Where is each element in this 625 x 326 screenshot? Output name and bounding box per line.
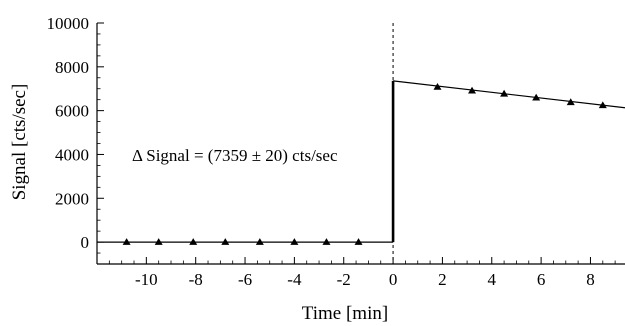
data-point <box>433 82 442 90</box>
x-tick-label: -6 <box>238 270 252 289</box>
axes <box>96 23 625 265</box>
delta-signal-annotation: Δ Signal = (7359 ± 20) cts/sec <box>132 146 338 165</box>
x-tick-label: 6 <box>537 270 546 289</box>
y-tick-label: 6000 <box>55 102 89 121</box>
data-point <box>122 238 131 245</box>
data-points <box>122 82 607 245</box>
data-point <box>598 101 607 109</box>
y-tick-label: 4000 <box>55 145 89 164</box>
x-tick-label: 0 <box>389 270 398 289</box>
ticks: -10 -8 -6 -4 -2 0 2 4 6 8 0 2000 4000 6000 8000 10000 <box>47 14 616 289</box>
x-tick-label: -8 <box>189 270 203 289</box>
data-point <box>500 89 509 97</box>
fit-line <box>393 80 625 109</box>
data-point <box>566 98 575 106</box>
x-tick-label: 2 <box>438 270 447 289</box>
y-tick-label: 2000 <box>55 189 89 208</box>
x-tick-label: 4 <box>488 270 497 289</box>
data-point <box>154 238 163 245</box>
y-axis-title: Signal [cts/sec] <box>9 84 30 201</box>
data-point <box>468 86 477 94</box>
fit-lines <box>97 80 625 243</box>
data-point <box>221 238 230 245</box>
y-tick-label: 8000 <box>55 58 89 77</box>
data-point <box>322 238 331 245</box>
x-tick-label: -2 <box>337 270 351 289</box>
x-axis-title: Time [min] <box>302 303 388 324</box>
data-point <box>532 93 541 101</box>
data-point <box>354 238 363 245</box>
y-tick-label: 10000 <box>47 14 90 33</box>
x-tick-label: 8 <box>586 270 595 289</box>
data-point <box>290 238 299 245</box>
y-tick-label: 0 <box>81 233 90 252</box>
data-point <box>255 238 264 245</box>
data-point <box>189 238 198 245</box>
x-tick-label: -4 <box>287 270 302 289</box>
x-tick-label: -10 <box>135 270 158 289</box>
